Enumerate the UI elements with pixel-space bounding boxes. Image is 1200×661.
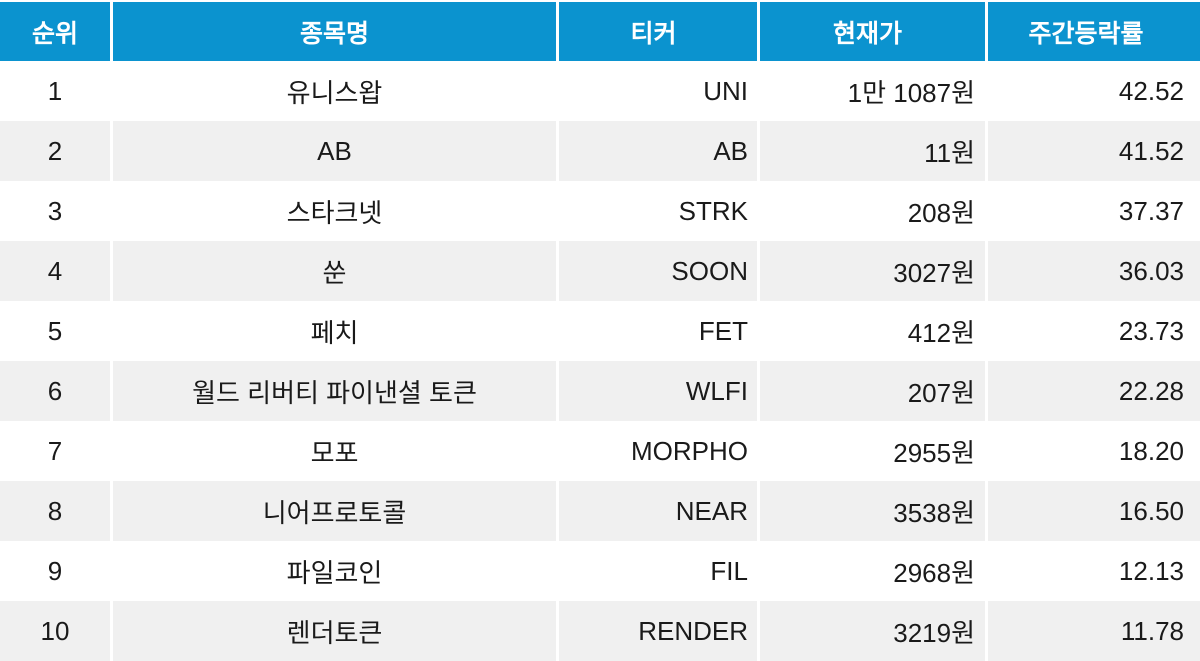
name-cell: 유니스왑 xyxy=(113,61,559,121)
table-row: 7 모포 MORPHO 2955원 18.20 xyxy=(0,421,1200,481)
rank-cell: 6 xyxy=(0,361,113,421)
change-cell: 16.50 xyxy=(988,481,1200,541)
rank-cell: 2 xyxy=(0,121,113,181)
change-cell: 42.52 xyxy=(988,61,1200,121)
table-row: 10 렌더토큰 RENDER 3219원 11.78 xyxy=(0,601,1200,661)
header-ticker: 티커 xyxy=(559,0,760,61)
price-cell: 412원 xyxy=(760,301,988,361)
change-cell: 36.03 xyxy=(988,241,1200,301)
name-cell: 월드 리버티 파이낸셜 토큰 xyxy=(113,361,559,421)
change-cell: 12.13 xyxy=(988,541,1200,601)
rank-cell: 5 xyxy=(0,301,113,361)
ticker-cell: FET xyxy=(559,301,760,361)
ticker-cell: FIL xyxy=(559,541,760,601)
table-header-row: 순위 종목명 티커 현재가 주간등락률 xyxy=(0,0,1200,61)
table-row: 5 페치 FET 412원 23.73 xyxy=(0,301,1200,361)
change-cell: 37.37 xyxy=(988,181,1200,241)
rank-cell: 4 xyxy=(0,241,113,301)
rank-cell: 9 xyxy=(0,541,113,601)
table-row: 4 쑨 SOON 3027원 36.03 xyxy=(0,241,1200,301)
name-cell: AB xyxy=(113,121,559,181)
price-cell: 11원 xyxy=(760,121,988,181)
price-cell: 2968원 xyxy=(760,541,988,601)
rank-cell: 8 xyxy=(0,481,113,541)
header-change: 주간등락률 xyxy=(988,0,1200,61)
name-cell: 니어프로토콜 xyxy=(113,481,559,541)
change-cell: 41.52 xyxy=(988,121,1200,181)
price-cell: 3027원 xyxy=(760,241,988,301)
price-cell: 1만 1087원 xyxy=(760,61,988,121)
table-body: 1 유니스왑 UNI 1만 1087원 42.52 2 AB AB 11원 41… xyxy=(0,61,1200,661)
rank-cell: 1 xyxy=(0,61,113,121)
change-cell: 23.73 xyxy=(988,301,1200,361)
ticker-cell: UNI xyxy=(559,61,760,121)
name-cell: 스타크넷 xyxy=(113,181,559,241)
name-cell: 쑨 xyxy=(113,241,559,301)
change-cell: 22.28 xyxy=(988,361,1200,421)
price-cell: 2955원 xyxy=(760,421,988,481)
table-row: 2 AB AB 11원 41.52 xyxy=(0,121,1200,181)
table-row: 6 월드 리버티 파이낸셜 토큰 WLFI 207원 22.28 xyxy=(0,361,1200,421)
price-cell: 3538원 xyxy=(760,481,988,541)
table-row: 9 파일코인 FIL 2968원 12.13 xyxy=(0,541,1200,601)
ticker-cell: SOON xyxy=(559,241,760,301)
price-cell: 208원 xyxy=(760,181,988,241)
change-cell: 18.20 xyxy=(988,421,1200,481)
rank-cell: 7 xyxy=(0,421,113,481)
header-price: 현재가 xyxy=(760,0,988,61)
ticker-cell: RENDER xyxy=(559,601,760,661)
ticker-cell: AB xyxy=(559,121,760,181)
ticker-cell: MORPHO xyxy=(559,421,760,481)
ticker-cell: WLFI xyxy=(559,361,760,421)
table-row: 1 유니스왑 UNI 1만 1087원 42.52 xyxy=(0,61,1200,121)
name-cell: 파일코인 xyxy=(113,541,559,601)
name-cell: 모포 xyxy=(113,421,559,481)
header-rank: 순위 xyxy=(0,0,113,61)
name-cell: 렌더토큰 xyxy=(113,601,559,661)
name-cell: 페치 xyxy=(113,301,559,361)
price-cell: 3219원 xyxy=(760,601,988,661)
ticker-cell: NEAR xyxy=(559,481,760,541)
rank-cell: 10 xyxy=(0,601,113,661)
table-row: 3 스타크넷 STRK 208원 37.37 xyxy=(0,181,1200,241)
rank-cell: 3 xyxy=(0,181,113,241)
header-name: 종목명 xyxy=(113,0,559,61)
ticker-cell: STRK xyxy=(559,181,760,241)
price-cell: 207원 xyxy=(760,361,988,421)
change-cell: 11.78 xyxy=(988,601,1200,661)
table-row: 8 니어프로토콜 NEAR 3538원 16.50 xyxy=(0,481,1200,541)
